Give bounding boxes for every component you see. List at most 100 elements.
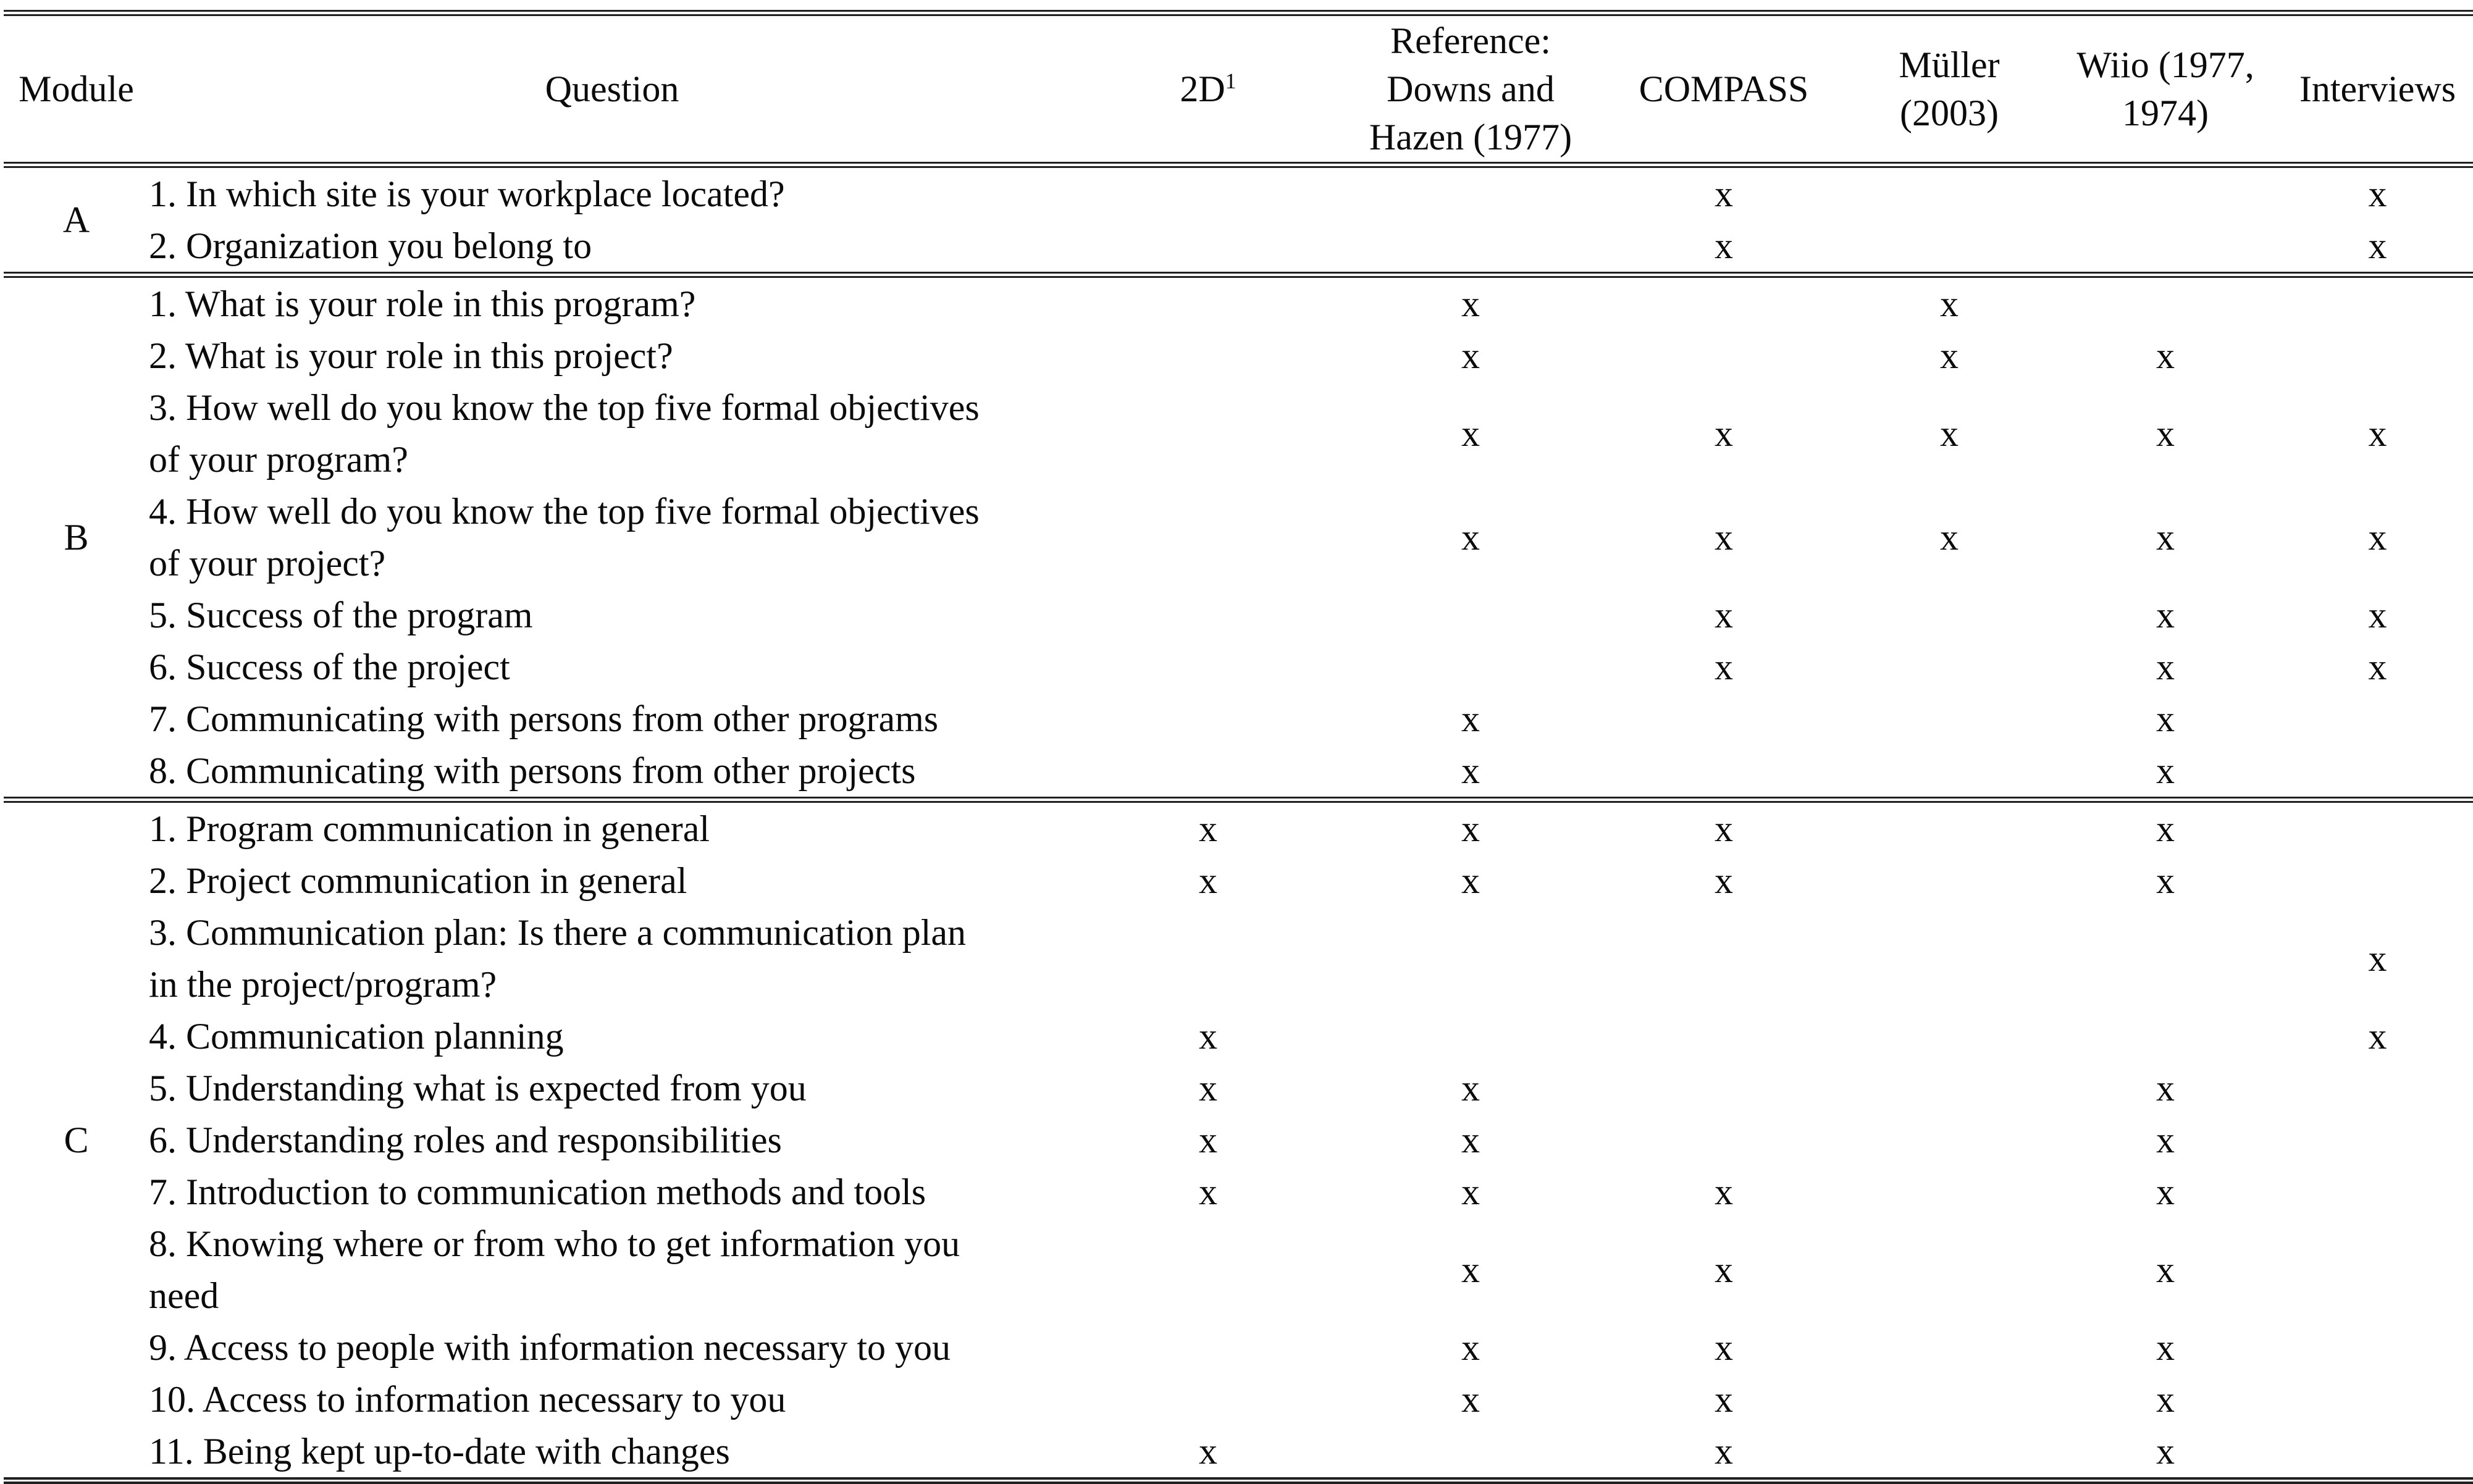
empty-mark-cell — [1075, 165, 1341, 220]
empty-mark-cell — [1600, 1114, 1847, 1166]
empty-mark-cell — [2280, 745, 2473, 800]
table-row: 4. How well do you know the top five for… — [4, 485, 2473, 589]
col-header-2d: 2D1 — [1075, 13, 1341, 165]
empty-mark-cell — [2051, 1010, 2280, 1062]
question-text: 2. What is your role in this project? — [149, 335, 673, 376]
table-row: 8. Knowing where or from who to get info… — [4, 1218, 2473, 1322]
col-header-compass: COMPASS — [1639, 69, 1809, 109]
empty-mark-cell — [1341, 220, 1600, 275]
x-mark-interviews: x — [2368, 647, 2387, 687]
empty-mark-cell — [1075, 382, 1341, 485]
x-mark-downs: x — [1461, 283, 1480, 324]
table-row: 2. Project communication in general x x x x — [4, 855, 2473, 907]
x-mark-compass: x — [1715, 808, 1733, 849]
empty-mark-cell — [1600, 693, 1847, 745]
x-mark-downs: x — [1461, 808, 1480, 849]
question-text: 3. Communication plan: Is there a commun… — [149, 912, 967, 1005]
x-mark-downs: x — [1461, 335, 1480, 376]
x-mark-compass: x — [1715, 1327, 1733, 1368]
x-mark-downs: x — [1461, 1120, 1480, 1160]
empty-mark-cell — [1600, 330, 1847, 382]
col-header-question: Question — [545, 69, 679, 109]
empty-mark-cell — [1075, 275, 1341, 330]
x-mark-wiio: x — [2156, 860, 2175, 901]
x-mark-interviews: x — [2368, 413, 2387, 454]
x-mark-wiio: x — [2156, 1172, 2175, 1212]
empty-mark-cell — [1847, 1114, 2051, 1166]
empty-mark-cell — [1075, 641, 1341, 693]
x-mark-compass: x — [1715, 174, 1733, 214]
question-text: 2. Project communication in general — [149, 860, 687, 901]
empty-mark-cell — [1075, 485, 1341, 589]
x-mark-downs: x — [1461, 1068, 1480, 1109]
empty-mark-cell — [1075, 1218, 1341, 1322]
x-mark-wiio: x — [2156, 1068, 2175, 1109]
x-mark-muller: x — [1940, 335, 1959, 376]
empty-mark-cell — [1600, 1062, 1847, 1114]
empty-mark-cell — [1847, 855, 2051, 907]
empty-mark-cell — [1847, 907, 2051, 1010]
x-mark-wiio: x — [2156, 517, 2175, 558]
x-mark-compass: x — [1715, 1431, 1733, 1472]
x-mark-compass: x — [1715, 225, 1733, 266]
table-row: 6. Understanding roles and responsibilit… — [4, 1114, 2473, 1166]
x-mark-muller: x — [1940, 517, 1959, 558]
x-mark-downs: x — [1461, 1379, 1480, 1420]
x-mark-downs: x — [1461, 413, 1480, 454]
col-header-muller: Müller (2003) — [1899, 44, 2000, 133]
x-mark-downs: x — [1461, 1172, 1480, 1212]
x-mark-muller: x — [1940, 413, 1959, 454]
empty-mark-cell — [2280, 1114, 2473, 1166]
table-row: 4. Communication planning x x — [4, 1010, 2473, 1062]
question-text: 8. Communicating with persons from other… — [149, 750, 916, 791]
empty-mark-cell — [2280, 330, 2473, 382]
x-mark-compass: x — [1715, 1172, 1733, 1212]
question-text: 3. How well do you know the top five for… — [149, 387, 980, 480]
empty-mark-cell — [1341, 1425, 1600, 1481]
empty-mark-cell — [2280, 1425, 2473, 1481]
x-mark-wiio: x — [2156, 808, 2175, 849]
empty-mark-cell — [1341, 1010, 1600, 1062]
x-mark-downs: x — [1461, 1249, 1480, 1290]
empty-mark-cell — [1847, 1322, 2051, 1373]
empty-mark-cell — [1075, 693, 1341, 745]
x-mark-interviews: x — [2368, 225, 2387, 266]
col-header-2d-text: 2D — [1180, 69, 1225, 109]
empty-mark-cell — [1341, 907, 1600, 1010]
question-text: 8. Knowing where or from who to get info… — [149, 1223, 960, 1316]
x-mark-wiio: x — [2156, 1120, 2175, 1160]
x-mark-interviews: x — [2368, 174, 2387, 214]
question-text: 5. Success of the program — [149, 595, 533, 635]
empty-mark-cell — [2280, 1062, 2473, 1114]
table-row: 5. Success of the program x x x — [4, 589, 2473, 641]
empty-mark-cell — [1075, 589, 1341, 641]
question-text: 4. Communication planning — [149, 1016, 564, 1057]
x-mark-wiio: x — [2156, 1379, 2175, 1420]
question-text: 2. Organization you belong to — [149, 225, 592, 266]
empty-mark-cell — [1847, 165, 2051, 220]
x-mark-interviews: x — [2368, 595, 2387, 635]
empty-mark-cell — [2280, 800, 2473, 855]
empty-mark-cell — [1847, 800, 2051, 855]
x-mark-2d: x — [1199, 1120, 1217, 1160]
table-row: B 1. What is your role in this program? x x — [4, 275, 2473, 558]
footnote-marker: 1 — [1225, 69, 1236, 93]
table-header: Module Question 2D1 Reference: Downs and… — [4, 13, 2473, 165]
x-mark-downs: x — [1461, 1327, 1480, 1368]
table-row: 3. Communication plan: Is there a commun… — [4, 907, 2473, 1010]
table-row: C 1. Program communication in general x x x x — [4, 800, 2473, 1160]
question-text: 10. Access to information necessary to y… — [149, 1379, 786, 1420]
empty-mark-cell — [2051, 165, 2280, 220]
empty-mark-cell — [2051, 220, 2280, 275]
empty-mark-cell — [1600, 907, 1847, 1010]
x-mark-wiio: x — [2156, 1431, 2175, 1472]
question-text: 11. Being kept up-to-date with changes — [149, 1431, 730, 1472]
question-text: 1. Program communication in general — [149, 808, 710, 849]
table-row: 9. Access to people with information nec… — [4, 1322, 2473, 1373]
x-mark-downs: x — [1461, 860, 1480, 901]
x-mark-downs: x — [1461, 750, 1480, 791]
x-mark-2d: x — [1199, 808, 1217, 849]
table-row: 10. Access to information necessary to y… — [4, 1373, 2473, 1425]
x-mark-interviews: x — [2368, 517, 2387, 558]
table-row: 7. Communicating with persons from other… — [4, 693, 2473, 745]
